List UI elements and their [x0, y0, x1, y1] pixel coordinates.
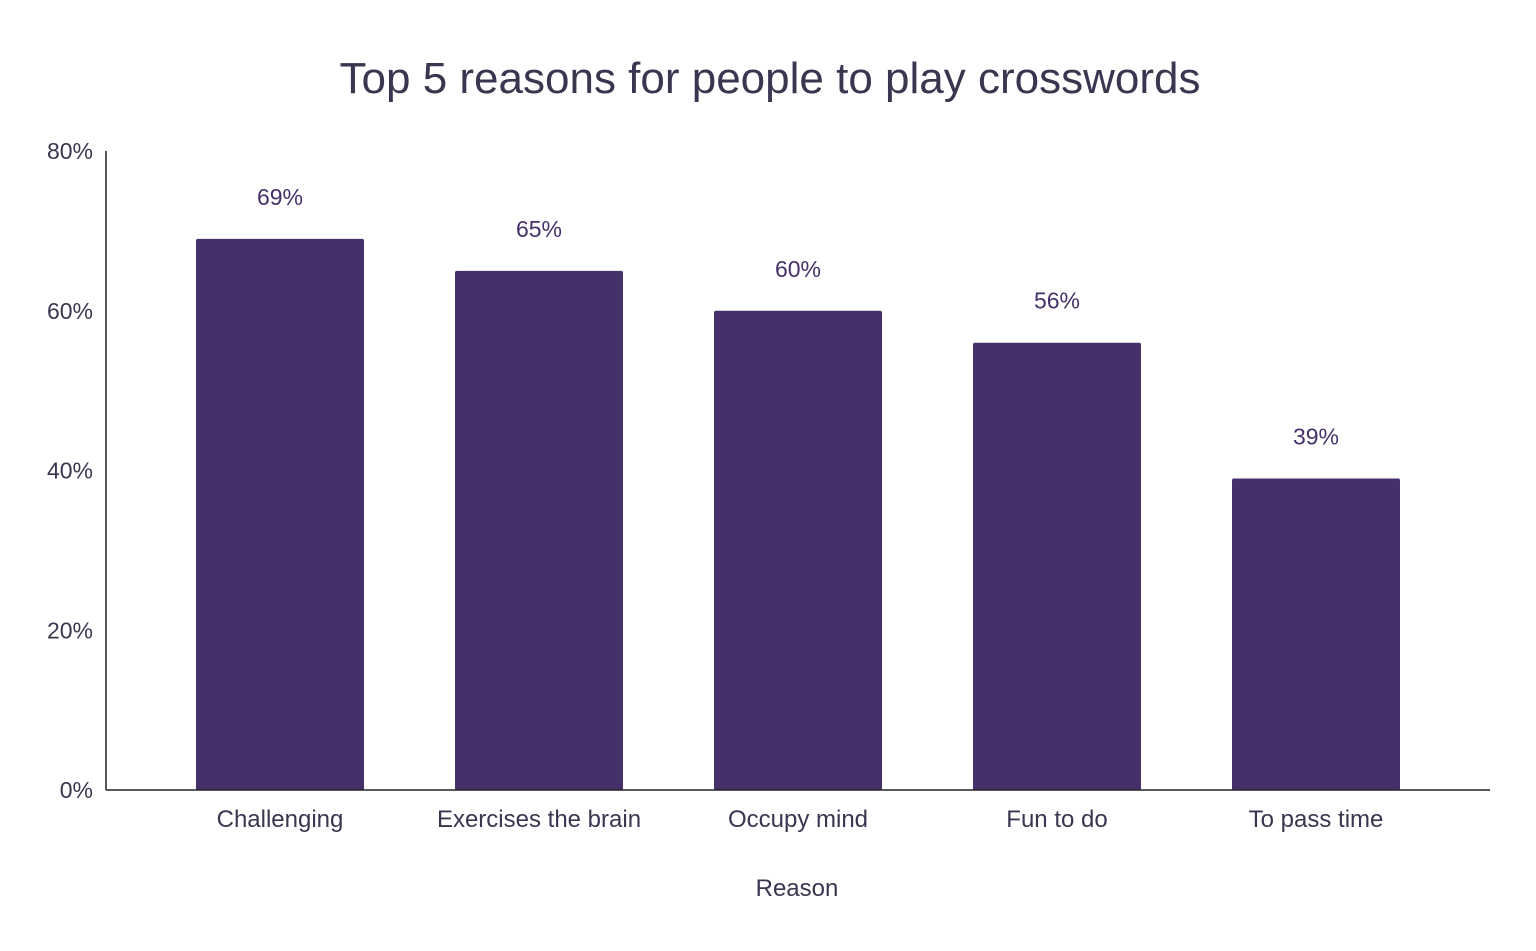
x-tick-label: To pass time — [1249, 806, 1384, 833]
bar-1[interactable] — [196, 238, 364, 791]
bar-4[interactable] — [973, 342, 1141, 790]
y-axis-ticks: 0% 20% 40% 60% 80% — [47, 138, 93, 803]
x-tick-label: Fun to do — [1006, 806, 1107, 833]
x-tick-label: Exercises the brain — [437, 806, 641, 833]
data-label: 56% — [1034, 288, 1080, 314]
bar-2[interactable] — [455, 270, 623, 790]
bar-3[interactable] — [714, 310, 882, 790]
y-tick-label: 20% — [47, 617, 93, 643]
x-axis-categories: Challenging Exercises the brain Occupy min… — [217, 806, 1384, 833]
data-label: 65% — [516, 216, 562, 242]
y-tick-label: 0% — [60, 777, 93, 803]
data-label: 69% — [257, 184, 303, 210]
y-tick-label: 40% — [47, 458, 93, 484]
bar-5[interactable] — [1232, 478, 1400, 790]
y-tick-label: 60% — [47, 298, 93, 324]
data-labels-group: 69% 65% 60% 56% 39% — [257, 184, 1339, 450]
x-tick-label: Challenging — [217, 806, 344, 833]
x-axis-title: Reason — [756, 875, 839, 902]
y-tick-label: 80% — [47, 138, 93, 164]
data-label: 39% — [1293, 423, 1339, 449]
bars-group — [196, 238, 1400, 791]
chart-title: Top 5 reasons for people to play crosswo… — [340, 54, 1201, 103]
data-label: 60% — [775, 256, 821, 282]
x-tick-label: Occupy mind — [728, 806, 868, 833]
